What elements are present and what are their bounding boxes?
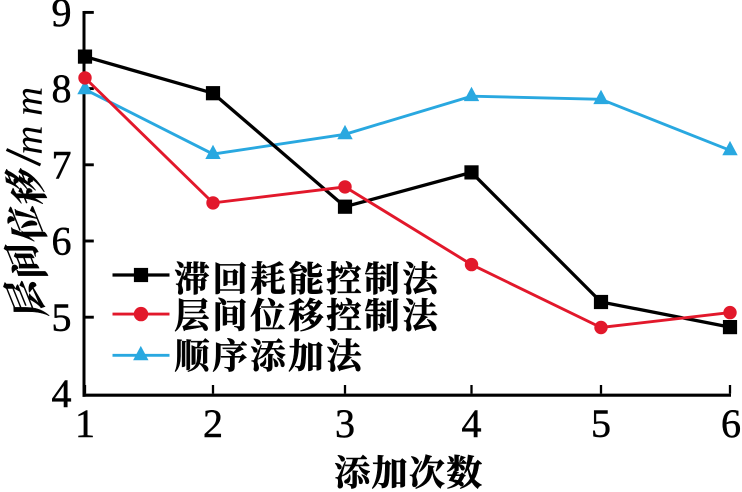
svg-text:5: 5 — [52, 295, 72, 340]
svg-text:8: 8 — [52, 66, 72, 111]
svg-text:6: 6 — [721, 401, 741, 446]
svg-text:2: 2 — [203, 401, 223, 446]
svg-text:3: 3 — [335, 401, 355, 446]
svg-text:6: 6 — [52, 219, 72, 264]
svg-text:7: 7 — [52, 142, 72, 187]
svg-text:4: 4 — [462, 401, 482, 446]
svg-text:4: 4 — [52, 371, 72, 416]
svg-text:9: 9 — [52, 0, 72, 35]
svg-text:5: 5 — [591, 401, 611, 446]
svg-text:1: 1 — [75, 401, 95, 446]
